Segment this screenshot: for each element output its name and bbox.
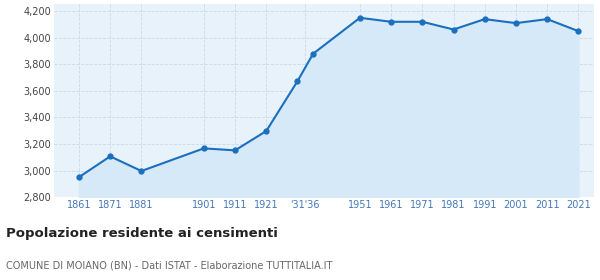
Text: Popolazione residente ai censimenti: Popolazione residente ai censimenti: [6, 227, 278, 240]
Text: COMUNE DI MOIANO (BN) - Dati ISTAT - Elaborazione TUTTITALIA.IT: COMUNE DI MOIANO (BN) - Dati ISTAT - Ela…: [6, 261, 332, 271]
